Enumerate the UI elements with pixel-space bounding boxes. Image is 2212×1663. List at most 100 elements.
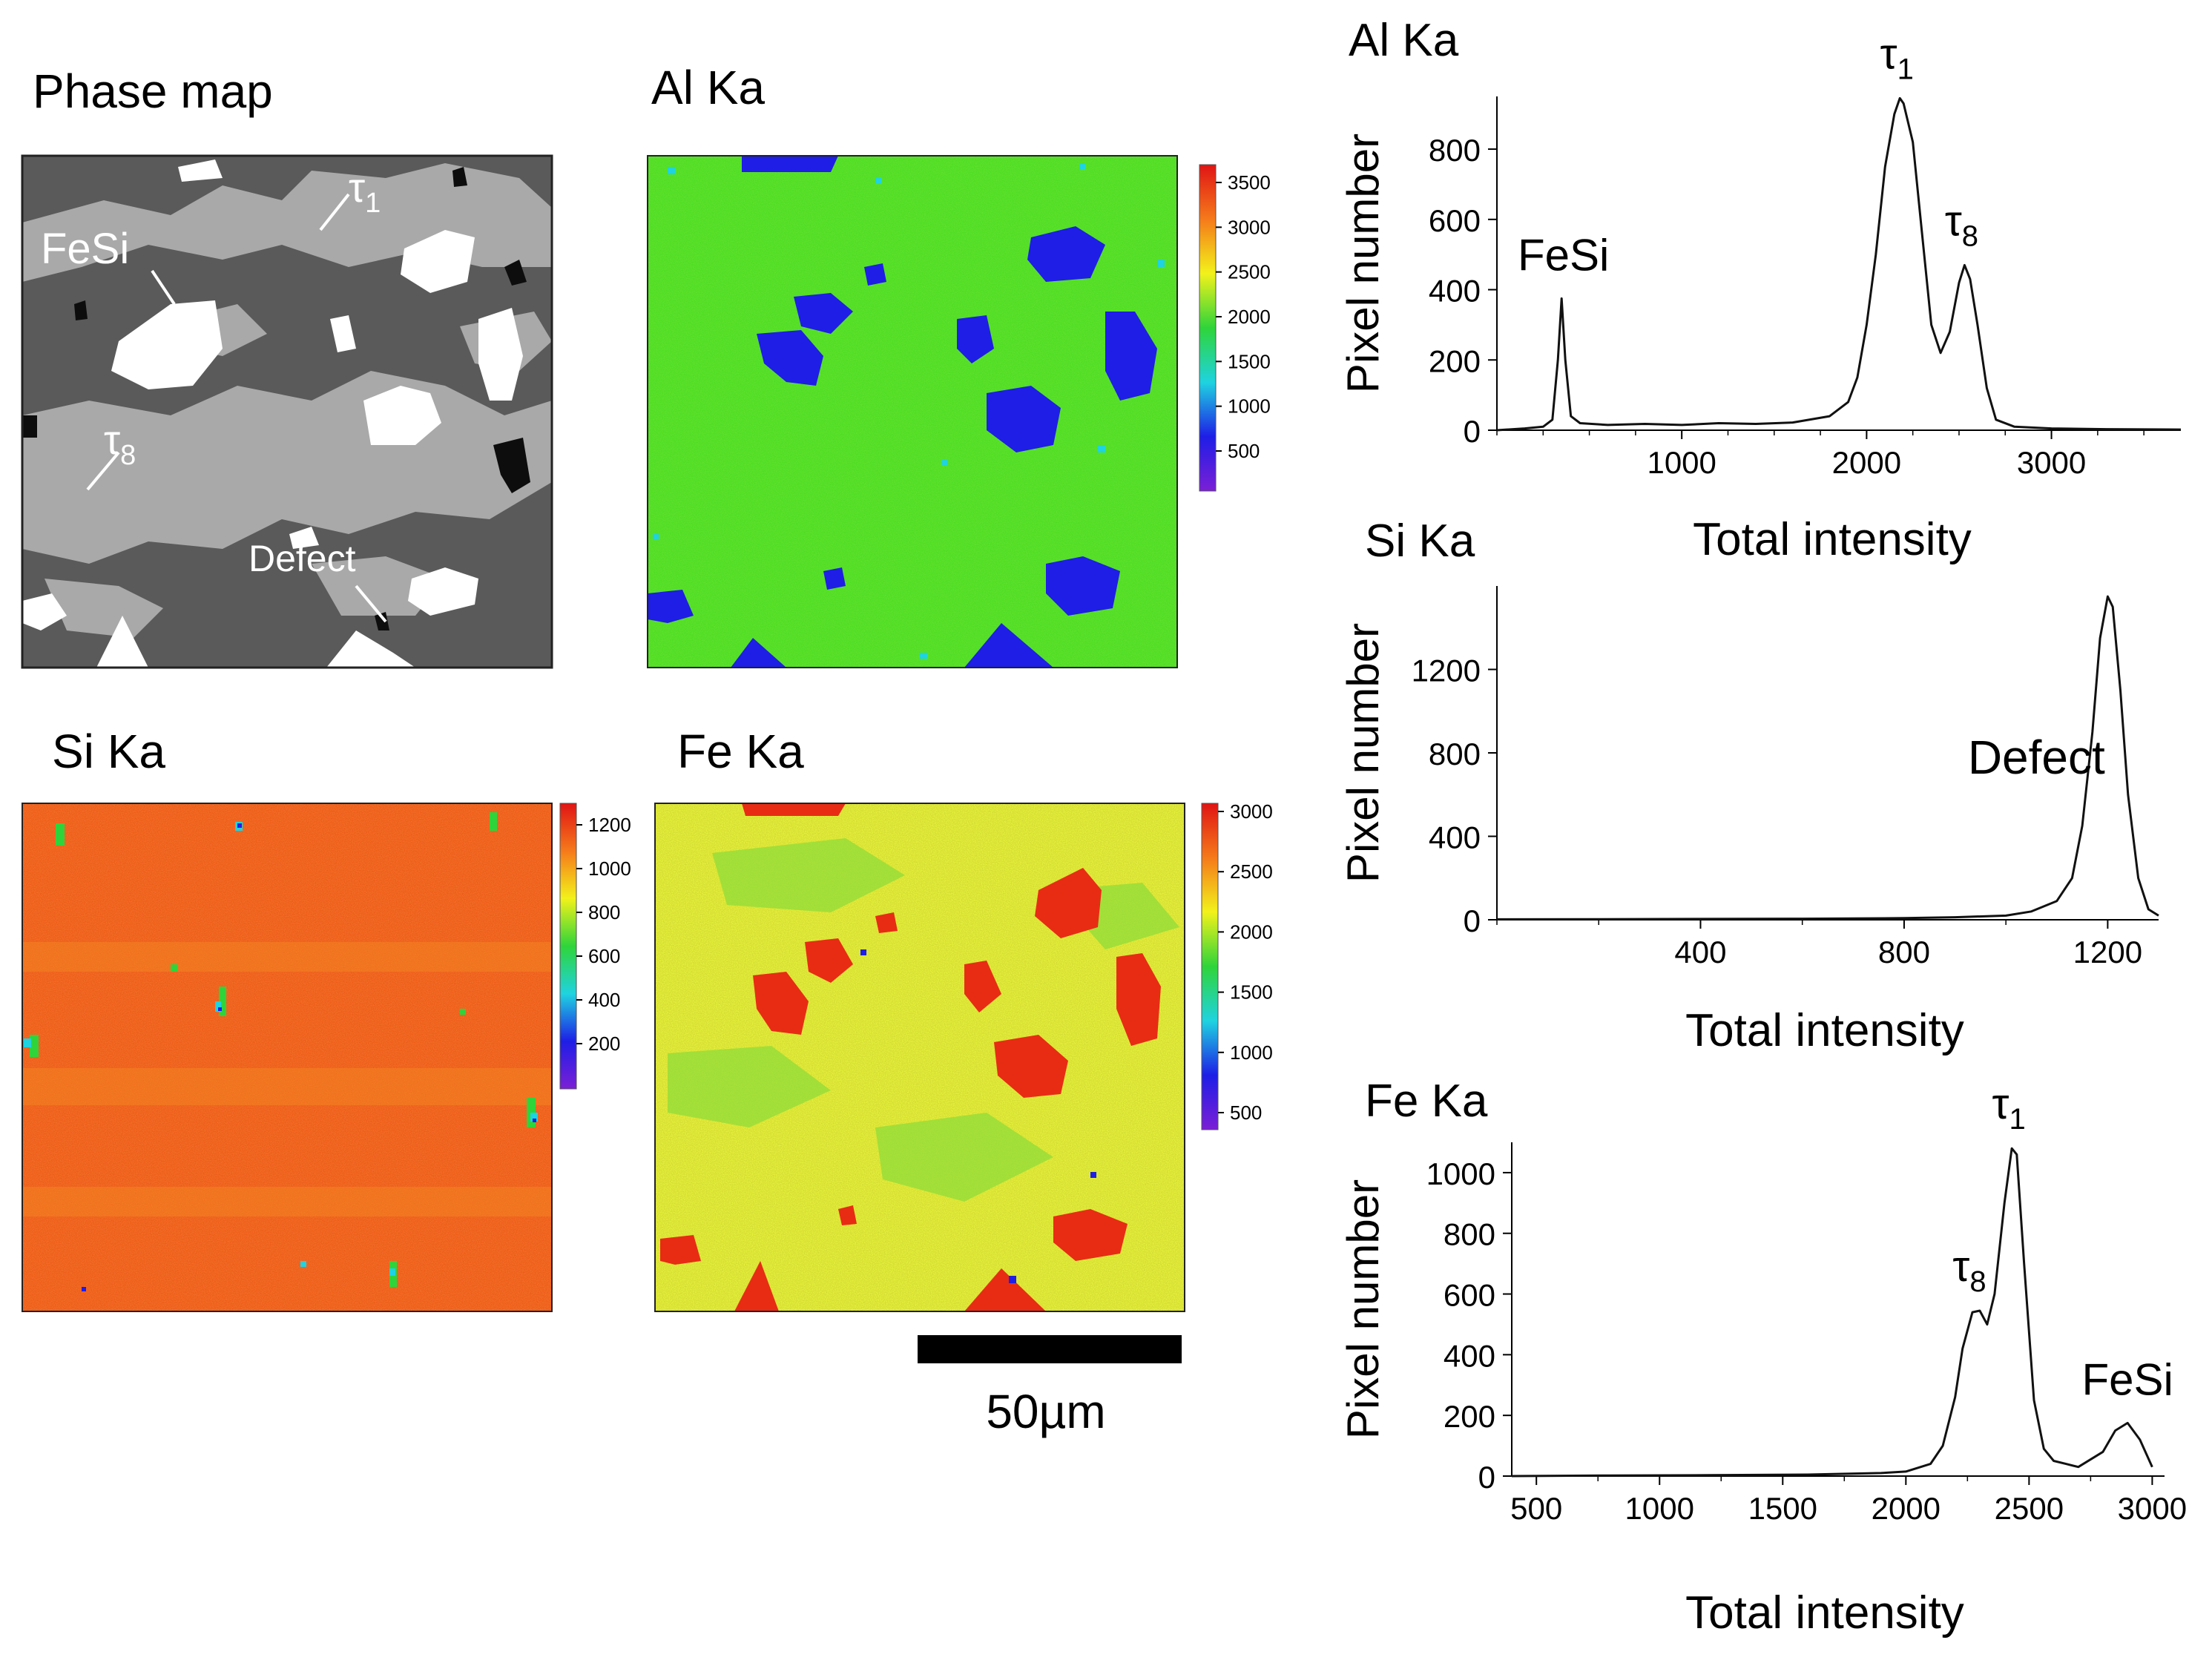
histogram-fe-title: Fe Ka — [1365, 1076, 1488, 1127]
fesi-leader-line — [151, 269, 176, 306]
al-map-colorbar-tick-label: 3500 — [1228, 171, 1271, 194]
annotation-label: FeSi — [1518, 230, 1609, 280]
fe-map-colorbar-tick-label: 1500 — [1230, 981, 1273, 1004]
y-tick-label: 800 — [1429, 737, 1481, 771]
al-map-cyan-spots — [653, 163, 1165, 659]
x-tick-label: 500 — [1510, 1491, 1562, 1526]
scale-bar-line — [918, 1335, 1182, 1363]
phase-map-fesi-label: FeSi — [41, 225, 129, 273]
fe-map-colorbar-tick-label: 3000 — [1230, 800, 1273, 823]
x-tick-label: 2500 — [1995, 1491, 2064, 1526]
x-tick-label: 800 — [1878, 935, 1930, 969]
si-map-colorbar-tick-label: 1000 — [588, 857, 631, 880]
scale-bar: 50µm — [918, 1335, 1182, 1438]
fe-map-colorbar-tick-label: 500 — [1230, 1101, 1262, 1124]
si-map-speckle — [22, 803, 552, 1311]
y-tick-label: 800 — [1429, 133, 1481, 168]
si-map-bands — [22, 942, 552, 1216]
y-tick-label: 400 — [1429, 820, 1481, 855]
fe-map-colorbar-tick-label: 2500 — [1230, 860, 1273, 883]
al-map-low-regions — [648, 156, 1157, 668]
si-map-colorbar-tick-label: 600 — [588, 945, 620, 967]
si-map-colorbar-tick-label: 400 — [588, 989, 620, 1011]
al-map-border — [647, 155, 1178, 668]
histogram-si: Si Ka 0 400 800 1200 400 800 1200 Pixel number T… — [1338, 516, 2159, 1056]
annotation-label: Defect — [1968, 731, 2105, 784]
x-tick-label: 2000 — [1872, 1491, 1941, 1526]
y-tick-label: 400 — [1444, 1338, 1495, 1373]
fe-map-colorbar: 3000 2500 2000 1500 1000 500 — [1201, 800, 1273, 1130]
phase-map-border — [21, 154, 553, 669]
al-map-colorbar-tick-label: 2500 — [1228, 261, 1271, 283]
series-line — [1511, 1147, 2153, 1478]
si-map-colorbar-gradient — [559, 803, 577, 1090]
y-tick-label: 200 — [1444, 1399, 1495, 1434]
si-map-border — [22, 803, 553, 1312]
y-axis-label: Pixel number — [1338, 1179, 1388, 1439]
x-tick-label: 1500 — [1748, 1491, 1817, 1526]
x-axis-label: Total intensity — [1693, 514, 1972, 565]
phase-map-fesi-particles — [22, 159, 523, 668]
fe-map-colorbar-tick-label: 2000 — [1230, 921, 1273, 943]
y-tick-label: 800 — [1444, 1217, 1495, 1252]
si-map-title: Si Ka — [52, 725, 165, 778]
annotation-label: FeSi — [2082, 1354, 2173, 1404]
annotation-label: τ8 — [1952, 1242, 1986, 1298]
x-tick-label: 400 — [1674, 935, 1726, 969]
y-axis-label: Pixel number — [1338, 623, 1388, 883]
si-ka-map-panel: Si Ka — [22, 725, 631, 1312]
fe-map-blue-spots — [860, 949, 1096, 1283]
phase-map-defect-label: Defect — [248, 538, 356, 579]
si-map-colorbar-tick-label: 1200 — [588, 814, 631, 836]
fe-map-title: Fe Ka — [677, 725, 804, 778]
x-tick-label: 3000 — [2017, 445, 2086, 480]
al-map-colorbar-tick-label: 1000 — [1228, 395, 1271, 418]
phase-map-tau8-label: τ8 — [104, 416, 136, 471]
phase-map-panel: Phase map — [21, 65, 553, 669]
histogram-fe: Fe Ka 0 200 400 600 800 1000 500 1000 1500 2000 25… — [1338, 1076, 2187, 1639]
fe-ka-map-panel: Fe Ka — [654, 725, 1273, 1312]
histogram-al: Al Ka 0 200 400 600 800 1000 2000 3000 Pixel num… — [1338, 15, 2182, 565]
defect-leader-line — [355, 584, 387, 623]
y-tick-label: 1000 — [1426, 1156, 1495, 1191]
series-line — [1496, 595, 2159, 921]
y-tick-label: 1200 — [1412, 653, 1481, 688]
tau8-leader-line — [86, 451, 120, 491]
si-map-colorbar-tick-label: 800 — [588, 901, 620, 923]
phase-map-defect-regions — [22, 167, 530, 630]
tau1-leader-line — [319, 193, 350, 231]
al-map-colorbar-gradient — [1199, 164, 1217, 492]
fe-map-border — [654, 803, 1185, 1312]
fe-map-colorbar-gradient — [1201, 803, 1219, 1130]
x-tick-label: 1200 — [2073, 935, 2142, 969]
x-tick-label: 1000 — [1647, 445, 1716, 480]
al-map-colorbar: 3500 3000 2500 2000 1500 1000 500 — [1199, 164, 1271, 492]
al-map-colorbar-tick-label: 1500 — [1228, 350, 1271, 372]
si-map-low-spots — [24, 812, 538, 1291]
y-tick-label: 600 — [1429, 203, 1481, 238]
histogram-al-title: Al Ka — [1349, 15, 1459, 66]
x-axis-label: Total intensity — [1685, 1005, 1964, 1056]
si-map-colorbar-tick-label: 200 — [588, 1033, 620, 1055]
x-tick-label: 1000 — [1625, 1491, 1694, 1526]
al-map-colorbar-tick-label: 2000 — [1228, 306, 1271, 328]
y-tick-label: 600 — [1444, 1278, 1495, 1313]
y-tick-label: 0 — [1464, 414, 1481, 449]
al-map-colorbar-tick-label: 500 — [1228, 440, 1260, 462]
phase-map-title: Phase map — [33, 65, 273, 118]
x-tick-label: 2000 — [1832, 445, 1901, 480]
x-tick-label: 3000 — [2118, 1491, 2187, 1526]
y-tick-label: 200 — [1429, 343, 1481, 378]
annotation-label: τ8 — [1945, 197, 1978, 252]
al-map-title: Al Ka — [651, 61, 765, 114]
series-line — [1496, 96, 2182, 432]
y-axis-label: Pixel number — [1338, 134, 1388, 393]
y-tick-label: 0 — [1464, 903, 1481, 938]
phase-map-tau1-label: τ1 — [349, 164, 381, 219]
y-tick-label: 0 — [1478, 1460, 1495, 1495]
annotation-label: τ1 — [1992, 1080, 2026, 1136]
al-map-colorbar-tick-label: 3000 — [1228, 216, 1271, 238]
x-axis-label: Total intensity — [1685, 1587, 1964, 1639]
fe-map-green-areas — [668, 838, 1179, 1202]
